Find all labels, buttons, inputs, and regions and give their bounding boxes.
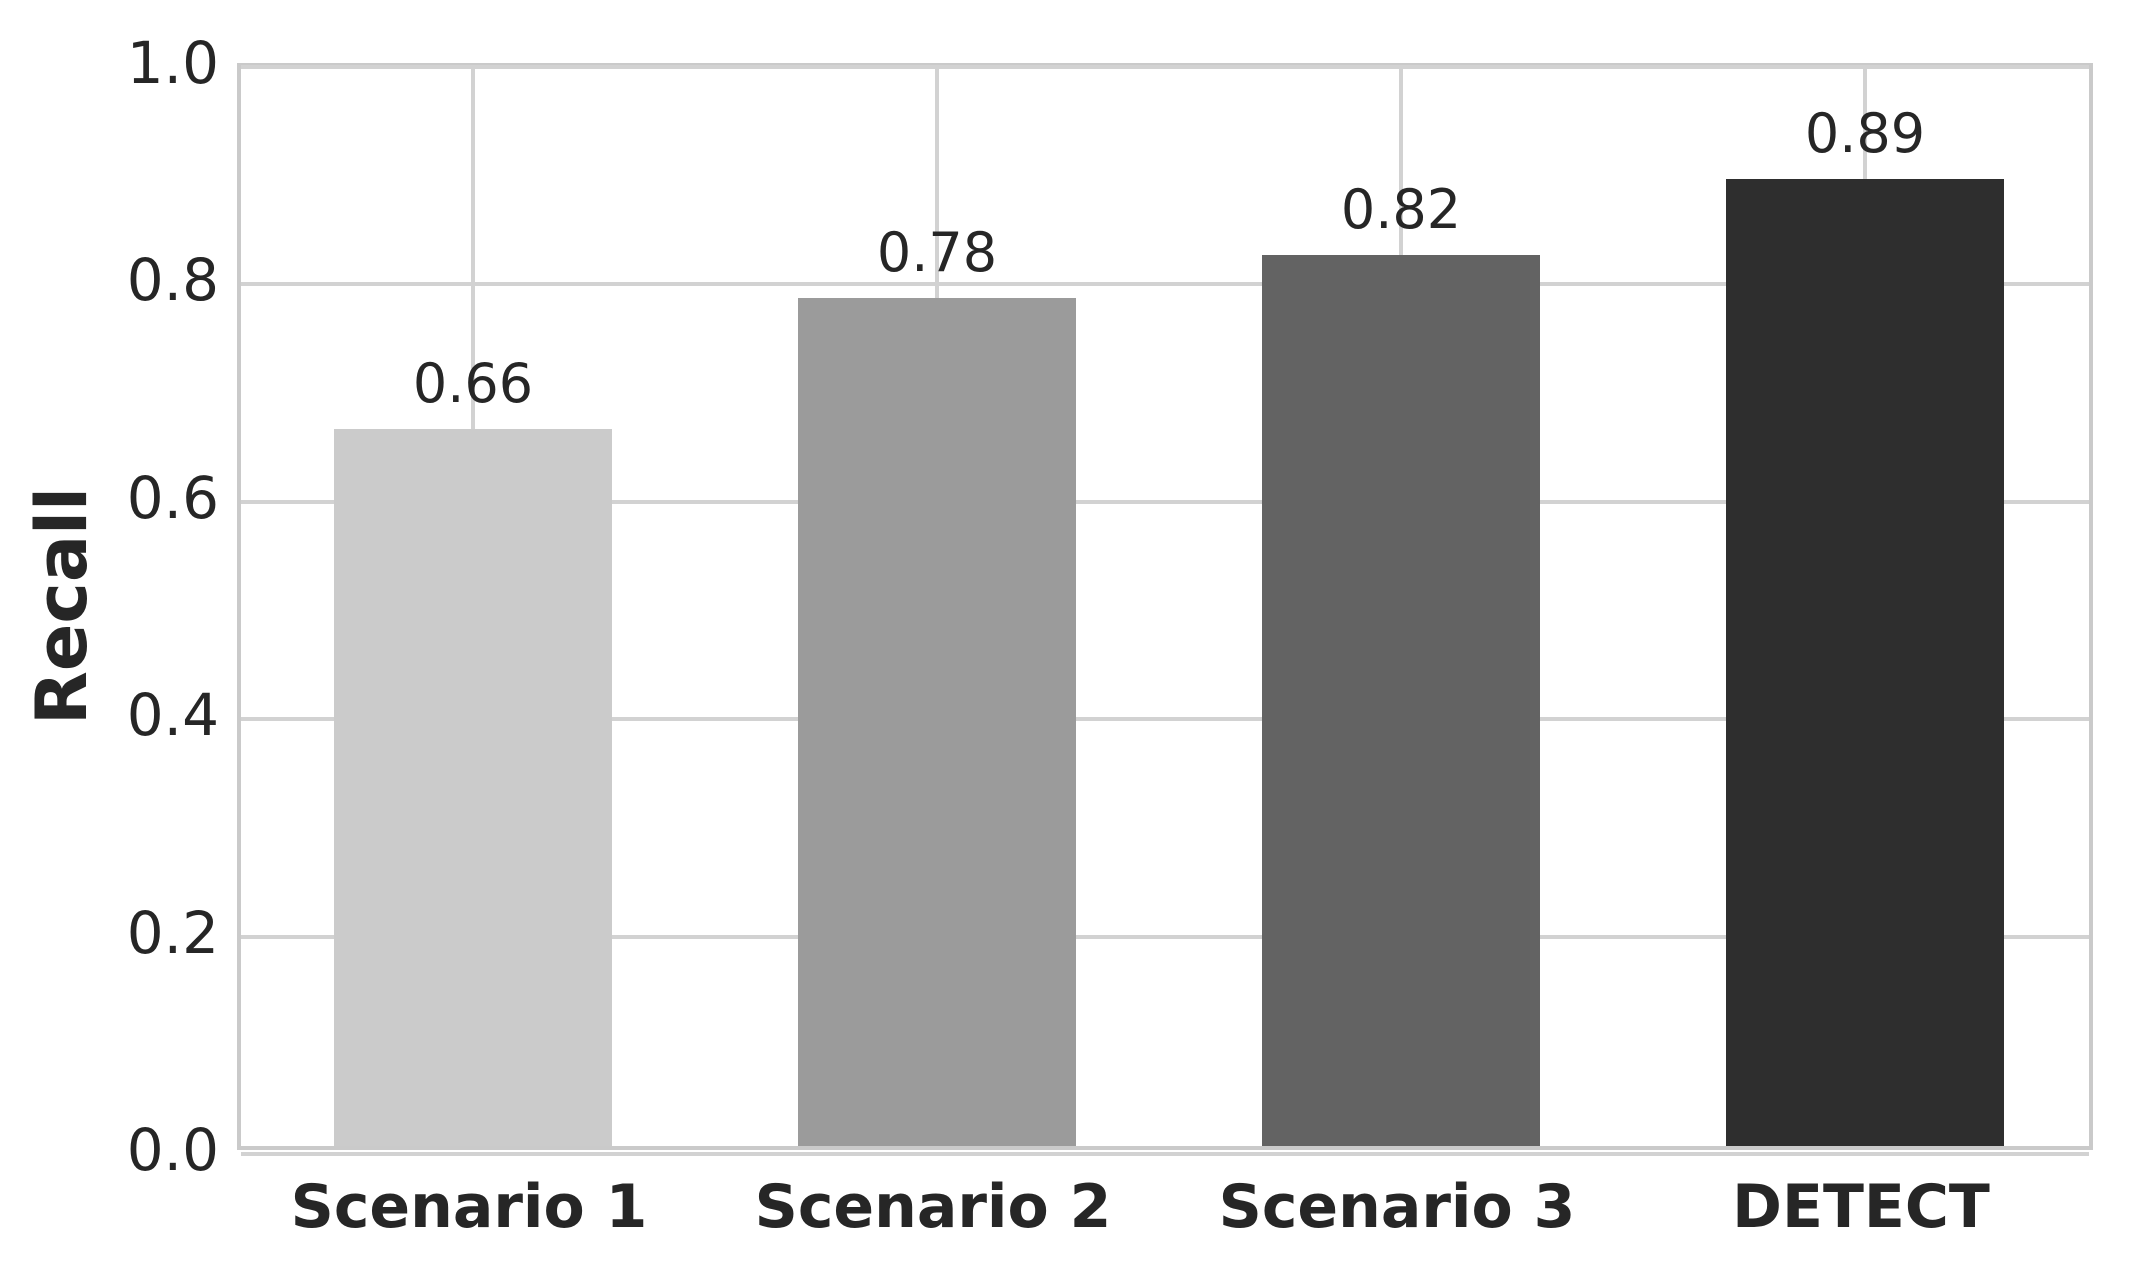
bar-value-label: 0.89 bbox=[1804, 102, 1926, 165]
y-tick-label: 0.4 bbox=[126, 681, 219, 749]
y-tick-label: 0.8 bbox=[126, 246, 219, 314]
horizontal-gridline bbox=[241, 65, 2089, 69]
x-tick-label-scenario-3: Scenario 3 bbox=[1218, 1172, 1576, 1242]
horizontal-gridline bbox=[241, 282, 2089, 286]
y-tick-label: 0.6 bbox=[126, 464, 219, 532]
bar-detect bbox=[1726, 179, 2004, 1146]
bar-value-label: 0.66 bbox=[412, 352, 534, 415]
bar-scenario-3 bbox=[1262, 255, 1540, 1146]
y-tick-label: 0.2 bbox=[126, 899, 219, 967]
y-tick-label: 0.0 bbox=[126, 1116, 219, 1184]
bar-scenario-2 bbox=[798, 298, 1076, 1146]
bar-value-label: 0.78 bbox=[876, 221, 998, 284]
horizontal-gridline bbox=[241, 1152, 2089, 1156]
x-tick-label-scenario-1: Scenario 1 bbox=[290, 1172, 648, 1242]
plot-area: 0.66 0.78 0.82 0.89 bbox=[237, 63, 2093, 1156]
bar-scenario-1 bbox=[334, 429, 612, 1146]
horizontal-gridline bbox=[241, 717, 2089, 721]
y-tick-label: 1.0 bbox=[126, 29, 219, 97]
bar-value-label: 0.82 bbox=[1340, 178, 1462, 241]
horizontal-gridline bbox=[241, 935, 2089, 939]
horizontal-gridline bbox=[241, 500, 2089, 504]
x-tick-label-scenario-2: Scenario 2 bbox=[754, 1172, 1112, 1242]
x-tick-label-detect: DETECT bbox=[1732, 1172, 1990, 1242]
